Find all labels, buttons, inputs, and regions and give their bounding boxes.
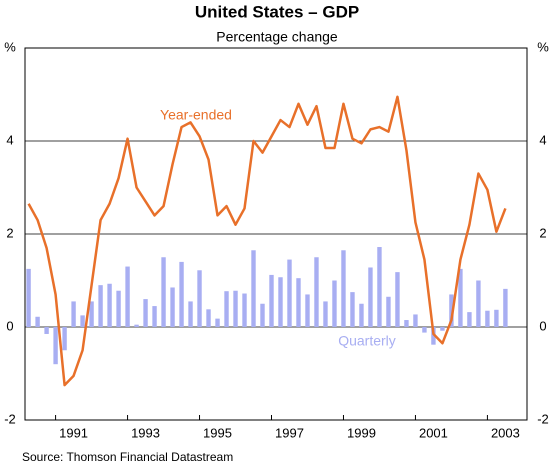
bar <box>152 306 157 327</box>
bar <box>197 270 202 327</box>
bar <box>305 294 310 327</box>
bar <box>62 327 67 351</box>
bar <box>269 274 274 327</box>
chart-subtitle: Percentage change <box>216 29 338 45</box>
plot-frame <box>24 47 528 421</box>
bar <box>287 259 292 327</box>
y2-tick-label: -2 <box>537 411 549 426</box>
bar <box>278 277 283 327</box>
y2-tick-label: 0 <box>539 318 546 333</box>
bar <box>206 309 211 327</box>
bar <box>323 301 328 327</box>
y-tick-label: -2 <box>4 411 16 426</box>
bar <box>413 314 418 327</box>
bar <box>485 310 490 327</box>
bar <box>386 296 391 327</box>
line-annotation: Year-ended <box>160 107 232 123</box>
bar <box>26 268 31 327</box>
x-tick-label: 2001 <box>419 425 448 440</box>
bar <box>503 288 508 327</box>
y-tick-label: 2 <box>6 225 13 240</box>
bar <box>188 301 193 327</box>
bar <box>89 301 94 327</box>
bar <box>251 250 256 327</box>
bar <box>125 266 130 327</box>
bar <box>476 280 481 327</box>
bar <box>341 250 346 327</box>
bar <box>98 285 103 327</box>
bar <box>368 267 373 327</box>
y2-tick-label: 2 <box>539 225 546 240</box>
x-tick-label: 1995 <box>203 425 232 440</box>
bar <box>107 283 112 327</box>
y-tick-label: % <box>4 39 16 54</box>
bar <box>350 292 355 327</box>
line <box>27 95 507 387</box>
bar <box>404 320 409 327</box>
bar <box>224 291 229 327</box>
bar <box>215 318 220 327</box>
bar <box>53 327 58 365</box>
bar <box>170 287 175 327</box>
bar <box>260 303 265 327</box>
bar <box>332 280 337 327</box>
bar <box>440 327 445 331</box>
x-tick-label: 2003 <box>491 425 520 440</box>
bar <box>494 309 499 327</box>
bar <box>458 268 463 327</box>
bar <box>134 324 139 327</box>
bar <box>71 301 76 327</box>
bar <box>143 299 148 327</box>
bar <box>161 257 166 327</box>
bar <box>422 327 427 333</box>
bar <box>80 315 85 327</box>
bar <box>44 327 49 334</box>
bar <box>116 290 121 327</box>
bar <box>467 312 472 327</box>
x-tick-label: 1999 <box>347 425 376 440</box>
bar <box>242 293 247 327</box>
chart-title: United States – GDP <box>195 2 359 21</box>
bar <box>449 294 454 327</box>
y2-tick-label: % <box>537 39 549 54</box>
bar <box>179 261 184 327</box>
bar <box>395 272 400 327</box>
y-tick-label: 0 <box>6 318 13 333</box>
source-note: Source: Thomson Financial Datastream <box>22 450 233 464</box>
bar <box>296 278 301 327</box>
x-tick-label: 1997 <box>275 425 304 440</box>
x-tick-label: 1993 <box>131 425 160 440</box>
bar-annotation: Quarterly <box>338 333 396 349</box>
x-tick-label: 1991 <box>59 425 88 440</box>
bar <box>35 316 40 327</box>
bar <box>233 290 238 327</box>
bar <box>377 247 382 327</box>
bar <box>359 303 364 327</box>
bar <box>431 327 436 345</box>
y2-tick-label: 4 <box>539 132 546 147</box>
bar <box>314 257 319 327</box>
y-tick-label: 4 <box>6 132 13 147</box>
